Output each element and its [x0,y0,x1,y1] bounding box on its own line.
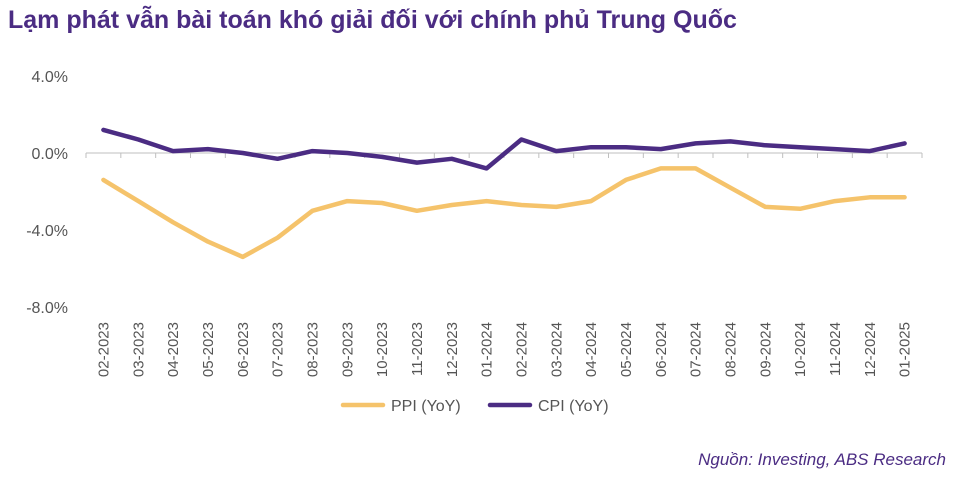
x-tick-label: 11-2024 [827,322,844,376]
x-tick-label: 12-2023 [444,322,461,377]
x-tick-label: 05-2023 [200,322,217,377]
x-axis-ticks: 02-2023 03-2023 04-2023 05-2023 06-2023 07-20… [85,153,923,377]
x-tick-label: 07-2023 [270,322,287,377]
legend-label: CPI (YoY) [538,398,609,415]
x-tick-label: 09-2023 [339,322,356,377]
y-axis-ticks: 4.0% 0.0% -4.0% -8.0% [26,69,68,317]
legend: PPI (YoY) CPI (YoY) [340,398,609,415]
x-tick-label: 01-2024 [479,322,496,377]
y-tick-label: -4.0% [26,223,68,240]
x-tick-label: 02-2024 [513,322,530,377]
x-tick-label: 07-2024 [688,322,705,377]
x-tick-label: 04-2024 [583,322,600,377]
x-tick-label: 01-2025 [897,322,914,377]
ppi-series-line [101,166,907,260]
x-tick-label: 06-2024 [653,322,670,377]
x-tick-label: 12-2024 [862,322,879,377]
x-tick-label: 05-2024 [618,322,635,377]
x-tick-label: 11-2023 [409,322,426,376]
source-note: Nguồn: Investing, ABS Research [698,450,946,469]
cpi-series-line [101,127,907,171]
x-tick-label: 03-2023 [130,322,147,377]
y-tick-label: 0.0% [32,146,68,163]
y-tick-label: 4.0% [32,69,68,86]
x-tick-label: 06-2023 [235,322,252,377]
x-tick-label: 03-2024 [548,322,565,377]
chart-title: Lạm phát vẫn bài toán khó giải đối với c… [8,6,737,34]
legend-label: PPI (YoY) [391,398,461,415]
x-tick-label: 10-2023 [374,322,391,377]
x-tick-label: 08-2024 [722,322,739,377]
x-tick-label: 10-2024 [792,322,809,377]
x-tick-label: 08-2023 [304,322,321,377]
y-tick-label: -8.0% [26,300,68,317]
x-tick-label: 02-2023 [95,322,112,377]
x-tick-label: 09-2024 [757,322,774,377]
x-tick-label: 04-2023 [165,322,182,377]
series-lines [101,127,907,260]
